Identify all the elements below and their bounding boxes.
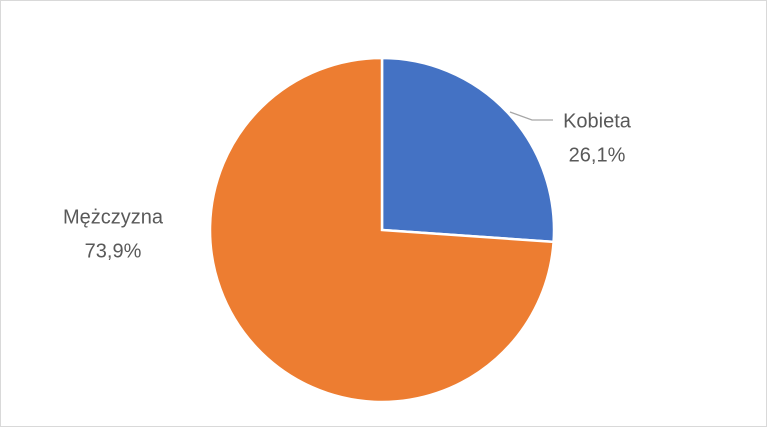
- pie-slice: [208, 56, 555, 404]
- slice-value-label: 26,1%: [569, 144, 626, 166]
- slice-label: Kobieta: [563, 110, 632, 132]
- slice-label: Mężczyzna: [63, 206, 164, 228]
- leader-line: [509, 111, 553, 121]
- slice-value-label: 73,9%: [85, 240, 142, 262]
- pie-slice: [380, 56, 556, 244]
- slices: [208, 56, 556, 404]
